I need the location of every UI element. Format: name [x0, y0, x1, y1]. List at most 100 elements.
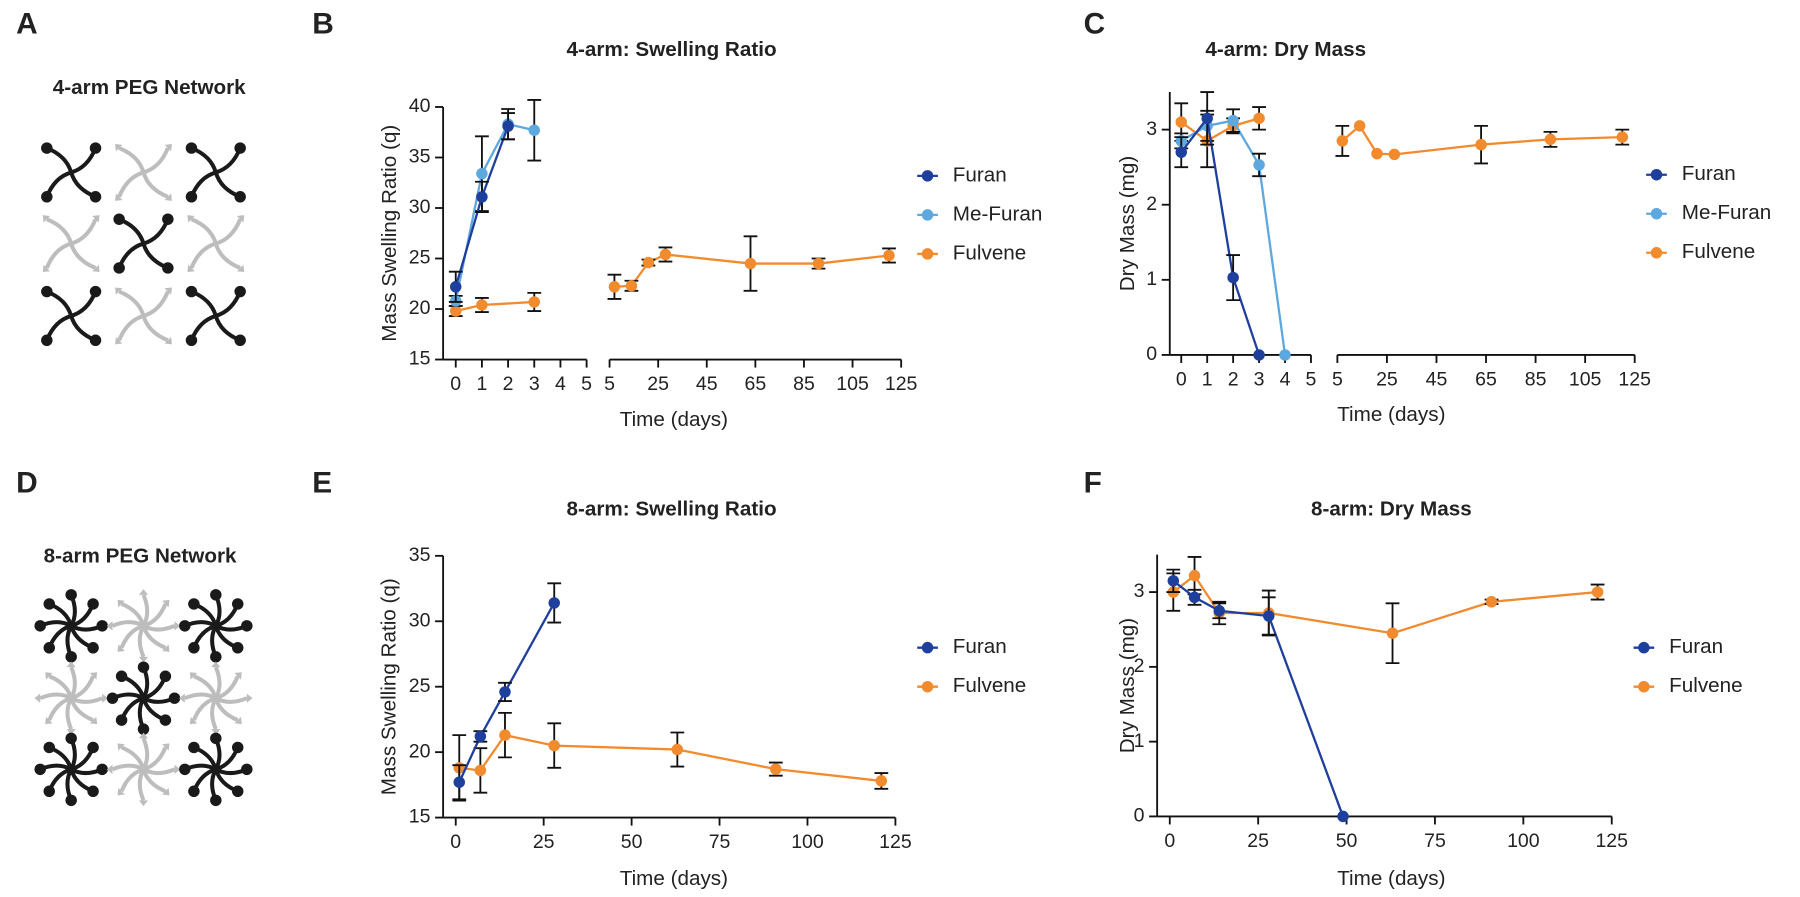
arm-end-cup — [137, 723, 150, 735]
arm-end-cup — [179, 763, 191, 776]
y-tick-label: 40 — [409, 95, 431, 117]
arm-end-arrow — [138, 732, 149, 739]
legend-entry: Me-Furan — [1646, 201, 1771, 224]
arm-end-cup — [89, 191, 102, 203]
arm-end-cup — [231, 741, 244, 754]
series-line — [1180, 119, 1287, 356]
arm-end-cup — [188, 785, 200, 798]
y-axis-label: Mass Swelling Ratio (q) — [378, 578, 401, 795]
y-tick-label: 30 — [409, 196, 431, 218]
x-tick-label: 105 — [836, 373, 869, 395]
data-point — [499, 729, 511, 741]
x-tick-label: 5 — [604, 373, 615, 395]
arm-end-cup — [96, 763, 108, 776]
data-point — [499, 686, 511, 698]
arm-end-cup — [231, 785, 244, 798]
data-point — [744, 257, 757, 270]
x-tick-label: 85 — [793, 373, 815, 395]
legend-label: Me-Furan — [1682, 201, 1772, 224]
data-point — [1253, 159, 1265, 171]
arm-end-arrow — [234, 716, 242, 725]
x-tick-label: 2 — [1228, 368, 1239, 390]
data-point — [625, 280, 638, 292]
y-tick-label: 35 — [409, 544, 431, 566]
data-point — [671, 743, 684, 756]
arm-end-cup — [210, 589, 222, 601]
panel-label: B — [312, 7, 334, 40]
legend-entry: Furan — [1633, 635, 1723, 658]
legend-marker — [1650, 168, 1663, 181]
data-point — [476, 191, 488, 203]
network-diagram — [34, 589, 253, 807]
x-tick-label: 100 — [1507, 830, 1540, 852]
polymer-arm — [118, 146, 146, 174]
legend-label: Furan — [1669, 635, 1723, 658]
arm-end-cup — [234, 334, 246, 347]
arm-end-cup — [234, 285, 246, 298]
x-tick-label: 125 — [1595, 830, 1628, 852]
data-point — [812, 257, 825, 270]
arm-end-arrow — [34, 693, 41, 703]
y-tick-label: 20 — [409, 297, 431, 319]
chart-panel: F 8-arm: Dry Mass Dry Mass (mg) Time (days)… — [1084, 467, 1743, 890]
arm-end-cup — [43, 741, 55, 754]
arm-end-cup — [234, 142, 246, 154]
y-tick-label: 1 — [1146, 268, 1157, 290]
polymer-arm — [141, 171, 169, 199]
arm-end-arrow — [42, 264, 51, 272]
data-point — [642, 256, 655, 269]
x-axis-label: Time (days) — [620, 867, 728, 890]
legend-marker — [1638, 680, 1650, 693]
data-point — [1175, 116, 1187, 128]
data-point — [1263, 610, 1275, 622]
arm-end-arrow — [164, 144, 172, 152]
x-tick-label: 125 — [1618, 368, 1651, 390]
y-tick-label: 3 — [1146, 118, 1157, 140]
y-tick-label: 35 — [409, 146, 431, 168]
y-tick-label: 2 — [1146, 193, 1157, 215]
x-tick-label: 125 — [885, 373, 918, 395]
polymer-arm — [118, 289, 146, 317]
legend-label: Fulvene — [953, 674, 1027, 697]
arm-end-cup — [231, 642, 244, 654]
arm-end-cup — [65, 732, 77, 745]
polymer-arm — [142, 147, 170, 175]
legend-marker — [921, 248, 934, 260]
x-tick-label: 75 — [709, 831, 731, 853]
arm-end-cup — [87, 598, 99, 610]
arm-end-arrow — [89, 716, 98, 725]
x-axis-label: Time (days) — [1337, 403, 1445, 426]
arm-end-arrow — [115, 193, 123, 201]
y-tick-label: 2 — [1134, 655, 1145, 677]
data-point — [528, 124, 540, 136]
legend-label: Furan — [1682, 162, 1736, 185]
arm-end-cup — [115, 714, 128, 726]
arm-end-cup — [41, 142, 53, 154]
polymer-arm — [137, 768, 146, 802]
x-tick-label: 125 — [879, 831, 912, 853]
polymer-arm — [190, 217, 218, 245]
y-tick-label: 3 — [1134, 580, 1145, 602]
polymer-arm — [184, 692, 217, 701]
legend-label: Fulvene — [1682, 240, 1755, 263]
data-point — [474, 764, 487, 777]
arm-end-arrow — [117, 599, 125, 608]
polymer-arm — [142, 767, 176, 776]
legend-marker — [1650, 208, 1663, 220]
chart-panel: C 4-arm: Dry Mass Dry Mass (mg) Time (days)… — [1084, 7, 1772, 426]
arm-end-arrow — [138, 800, 149, 807]
polymer-arm — [69, 666, 77, 700]
data-point — [1175, 146, 1187, 158]
arm-end-arrow — [106, 764, 113, 774]
arm-end-cup — [41, 285, 53, 298]
arm-end-arrow — [117, 644, 125, 652]
arm-end-cup — [115, 670, 128, 683]
arm-end-cup — [41, 334, 53, 347]
x-tick-label: 3 — [1254, 368, 1265, 390]
arm-end-cup — [43, 785, 55, 798]
diagram-title: 8-arm PEG Network — [44, 544, 237, 567]
polymer-arm — [214, 696, 248, 704]
data-point — [1227, 114, 1239, 127]
arm-end-cup — [34, 620, 46, 632]
arm-end-cup — [65, 794, 77, 807]
